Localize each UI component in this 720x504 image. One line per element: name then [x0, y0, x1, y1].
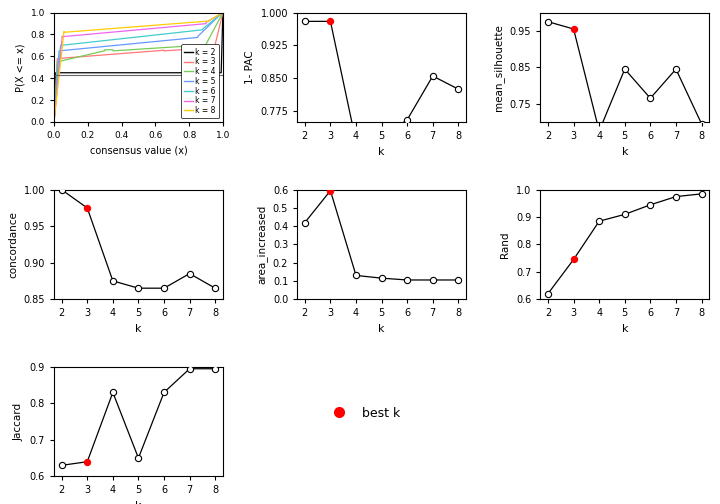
X-axis label: k: k: [621, 324, 628, 334]
X-axis label: k: k: [378, 147, 385, 157]
Y-axis label: concordance: concordance: [8, 211, 18, 278]
Y-axis label: 1- PAC: 1- PAC: [245, 50, 255, 84]
Y-axis label: mean_silhouette: mean_silhouette: [493, 24, 504, 111]
Y-axis label: Jaccard: Jaccard: [14, 403, 24, 440]
Legend: k = 2, k = 3, k = 4, k = 5, k = 6, k = 7, k = 8: k = 2, k = 3, k = 4, k = 5, k = 6, k = 7…: [181, 44, 219, 118]
X-axis label: k: k: [378, 324, 385, 334]
Y-axis label: P(X <= x): P(X <= x): [15, 43, 25, 92]
Y-axis label: Rand: Rand: [500, 231, 510, 258]
X-axis label: k: k: [621, 147, 628, 157]
X-axis label: k: k: [135, 501, 142, 504]
Legend: best k: best k: [320, 401, 406, 426]
Y-axis label: area_increased: area_increased: [256, 205, 267, 284]
X-axis label: consensus value (x): consensus value (x): [89, 146, 187, 156]
X-axis label: k: k: [135, 324, 142, 334]
